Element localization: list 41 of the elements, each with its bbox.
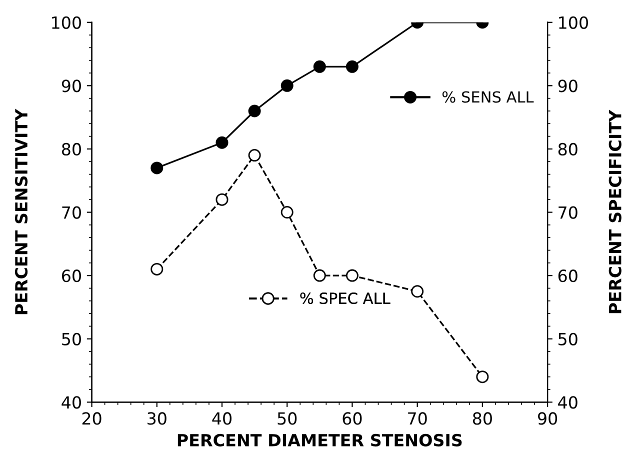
y2-axis-title: PERCENT SPECIFICITY xyxy=(608,110,622,314)
point xyxy=(216,193,228,206)
x-tick-label: 20 xyxy=(82,412,102,425)
y2-tick-label: 90 xyxy=(558,80,578,92)
point xyxy=(313,60,326,73)
x-tick-label: 40 xyxy=(212,412,232,425)
y2-tick-label: 60 xyxy=(558,270,578,282)
y2-tick-label: 40 xyxy=(558,396,578,409)
point xyxy=(280,206,294,219)
y-tick-label: 100 xyxy=(52,16,81,29)
y2-tick-label: 70 xyxy=(558,206,578,219)
y-tick-label: 60 xyxy=(62,270,81,282)
point xyxy=(346,269,358,282)
x-tick-label: 80 xyxy=(472,412,492,425)
point xyxy=(150,162,164,174)
point xyxy=(150,262,164,276)
point xyxy=(248,149,261,162)
y-tick-label: 70 xyxy=(62,206,81,219)
y-tick-label: 90 xyxy=(62,80,81,92)
point xyxy=(346,60,358,73)
point xyxy=(411,285,424,298)
point xyxy=(313,269,326,282)
y2-tick-label: 50 xyxy=(558,332,578,346)
legend-label: % SENS ALL xyxy=(442,91,534,103)
y-tick-label: 50 xyxy=(62,332,81,346)
y2-tick-label: 100 xyxy=(559,16,588,29)
point xyxy=(476,370,489,384)
x-axis-title: PERCENT DIAMETER STENOSIS xyxy=(178,434,462,446)
x-tick-label: 30 xyxy=(148,412,166,425)
x-tick-label: 90 xyxy=(538,412,558,425)
x-tick-label: 70 xyxy=(408,412,427,425)
y-tick-label: 80 xyxy=(62,142,81,156)
x-tick-label: 60 xyxy=(342,412,362,425)
point xyxy=(248,104,261,118)
y-tick-label: 40 xyxy=(62,396,81,409)
point xyxy=(216,136,228,149)
x-tick-label: 50 xyxy=(278,412,297,425)
legend-label: % SPEC ALL xyxy=(300,292,390,304)
point xyxy=(280,79,294,92)
y-axis-title: PERCENT SENSITIVITY xyxy=(14,108,28,314)
y2-tick-label: 80 xyxy=(558,142,578,156)
